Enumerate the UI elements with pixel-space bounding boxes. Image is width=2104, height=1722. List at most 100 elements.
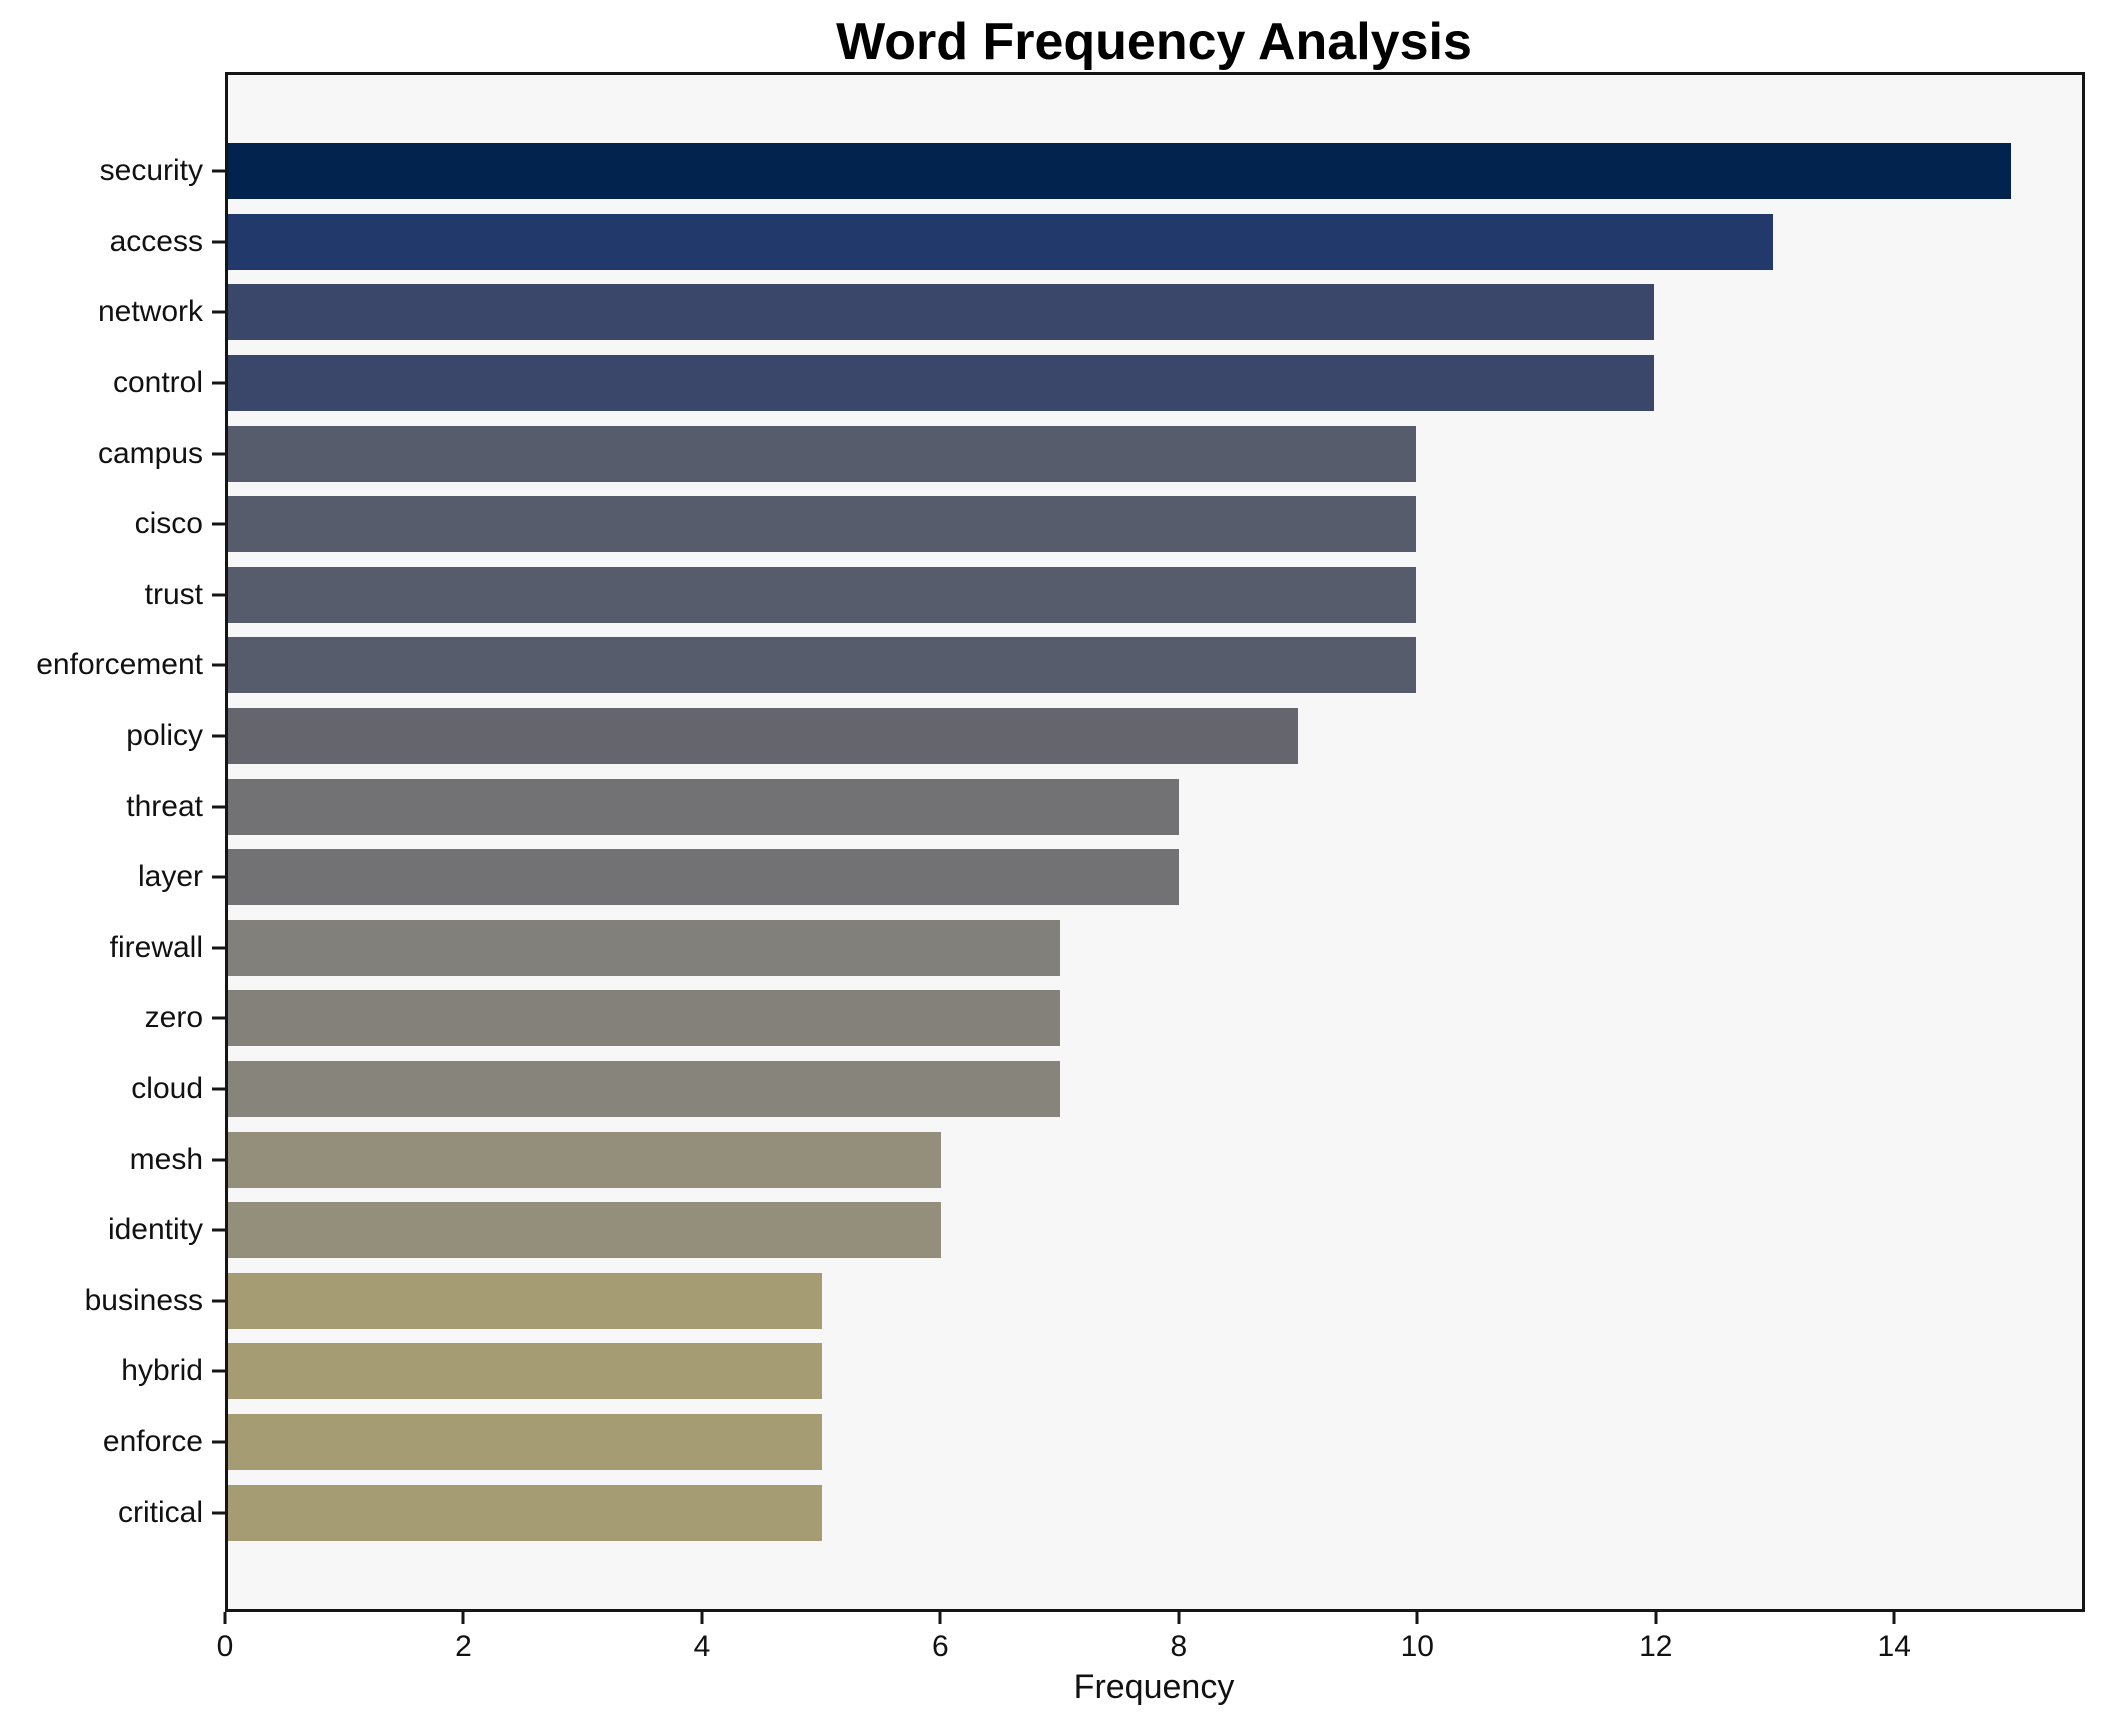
bar-row: mesh (130, 1124, 2082, 1195)
y-tick-mark (212, 381, 225, 385)
y-tick-mark (212, 1369, 225, 1373)
bar-row: network (98, 277, 2082, 348)
y-tick-mark (212, 522, 225, 526)
bar-row: cloud (131, 1054, 2082, 1125)
x-tick-label: 2 (455, 1630, 472, 1663)
bars-container: security access network control campus cisco t… (36, 75, 2082, 1609)
bar-row: policy (126, 701, 2082, 772)
bar-firewall (228, 919, 1060, 976)
bar-row: threat (126, 771, 2082, 842)
bar-row: cisco (135, 489, 2082, 560)
plot-area: security access network control campus cisco t… (36, 72, 2085, 1612)
bar-row: enforcement (36, 630, 2082, 701)
y-tick-label: layer (137, 860, 203, 894)
x-tick-mark (461, 1612, 465, 1624)
x-tick-mark (223, 1612, 227, 1624)
bar-row: trust (145, 560, 2082, 631)
bar-row: identity (108, 1195, 2082, 1266)
bar-zero (228, 990, 1060, 1047)
x-tick-mark (1415, 1612, 1419, 1624)
bar-enforcement (228, 637, 1417, 694)
bar-cisco (228, 496, 1417, 553)
x-tick-mark (1654, 1612, 1658, 1624)
chart-title: Word Frequency Analysis (836, 13, 1472, 71)
bar-critical (228, 1484, 823, 1541)
y-tick-mark (212, 310, 225, 314)
bar-row: enforce (103, 1407, 2082, 1478)
x-tick-mark (1177, 1612, 1181, 1624)
x-tick-mark (700, 1612, 704, 1624)
bar-access (228, 213, 1773, 270)
bar-row: business (85, 1266, 2082, 1337)
y-tick-mark (212, 1087, 225, 1091)
y-tick-label: network (97, 295, 203, 329)
bar-row: campus (98, 418, 2082, 489)
y-tick-mark (212, 1299, 225, 1303)
x-tick-label: 6 (932, 1630, 949, 1663)
bar-trust (228, 566, 1417, 623)
y-tick-label: mesh (129, 1142, 203, 1176)
bar-security (228, 143, 2011, 200)
y-tick-mark (212, 1016, 225, 1020)
y-tick-label: threat (126, 789, 203, 823)
y-tick-label: business (84, 1283, 203, 1317)
y-tick-label: security (99, 154, 203, 188)
bar-identity (228, 1202, 942, 1259)
x-tick-label: 14 (1877, 1630, 1911, 1663)
x-tick-label: 0 (216, 1630, 234, 1663)
x-tick-label: 12 (1639, 1630, 1673, 1663)
bar-mesh (228, 1131, 942, 1188)
y-tick-mark (212, 593, 225, 597)
x-tick-label: 10 (1400, 1630, 1434, 1663)
y-tick-mark (212, 805, 225, 809)
bar-row: security (100, 136, 2082, 207)
bar-campus (228, 425, 1417, 482)
y-tick-label: policy (126, 719, 203, 753)
x-axis: 0 2 4 6 8 10 12 14 (217, 1612, 2085, 1682)
x-tick-mark (938, 1612, 942, 1624)
bar-layer (228, 849, 1179, 906)
bar-cloud (228, 1061, 1060, 1118)
y-tick-mark (212, 452, 225, 456)
y-tick-label: cisco (134, 507, 203, 541)
y-tick-label: access (109, 224, 203, 258)
x-axis-label: Frequency (1073, 1668, 1235, 1706)
y-tick-mark (212, 1228, 225, 1232)
y-tick-label: critical (117, 1495, 203, 1529)
x-tick-mark (1892, 1612, 1896, 1624)
x-tick-label: 4 (693, 1630, 711, 1663)
y-tick-mark (212, 1511, 225, 1515)
bar-network (228, 284, 1655, 341)
y-tick-mark (212, 663, 225, 667)
y-tick-mark (212, 240, 225, 244)
bar-row: zero (145, 983, 2082, 1054)
bar-enforce (228, 1413, 823, 1470)
bar-business (228, 1272, 823, 1329)
y-tick-mark (212, 1158, 225, 1162)
y-tick-mark (212, 734, 225, 738)
y-tick-label: identity (107, 1213, 203, 1247)
y-tick-label: control (112, 366, 203, 400)
y-tick-label: hybrid (121, 1354, 203, 1388)
y-tick-label: cloud (131, 1072, 203, 1106)
bar-row: access (110, 207, 2082, 278)
y-tick-label: campus (97, 436, 203, 470)
y-tick-label: enforce (102, 1424, 203, 1458)
y-tick-label: enforcement (36, 648, 203, 682)
y-tick-mark (212, 946, 225, 950)
bar-threat (228, 778, 1179, 835)
y-tick-mark (212, 875, 225, 879)
y-tick-label: trust (144, 577, 203, 611)
bar-row: critical (118, 1477, 2082, 1548)
bar-row: firewall (110, 913, 2082, 984)
x-tick-label: 8 (1170, 1630, 1188, 1663)
bar-control (228, 355, 1655, 412)
y-tick-mark (212, 1440, 225, 1444)
bar-row: layer (138, 842, 2082, 913)
bar-hybrid (228, 1343, 823, 1400)
bar-policy (228, 708, 1298, 765)
y-tick-label: zero (144, 1001, 203, 1035)
y-tick-mark (212, 169, 225, 173)
bar-row: control (113, 348, 2082, 419)
